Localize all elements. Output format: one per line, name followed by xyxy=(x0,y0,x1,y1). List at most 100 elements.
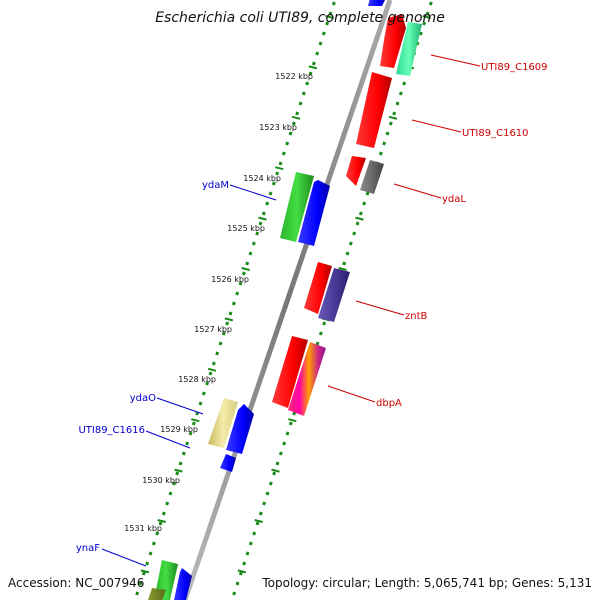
right-tick-track-dot xyxy=(268,481,273,486)
right-tick-track-dot xyxy=(245,551,250,556)
gene-feature-ydao[interactable] xyxy=(226,404,254,454)
gene-feature-uti89-c1609-red[interactable] xyxy=(380,14,406,68)
right-tick-track-dot xyxy=(345,251,350,256)
left-tick-track-dot xyxy=(251,241,256,246)
left-tick-track-dot xyxy=(141,571,146,576)
gene-label-ynaf[interactable]: ynaF xyxy=(76,543,100,554)
leader-line-uti89-c1609 xyxy=(430,54,481,67)
left-tick-track-dot xyxy=(291,121,296,126)
left-tick-track-dot xyxy=(268,191,273,196)
gene-feature-ydal[interactable] xyxy=(360,160,384,194)
leader-line-ydal xyxy=(393,183,442,199)
right-tick-track-dot xyxy=(232,591,237,596)
left-tick-track-dot xyxy=(281,151,286,156)
left-tick-track-dot xyxy=(325,21,330,26)
right-tick-track-dot xyxy=(278,451,283,456)
gene-label-uti89-c1610[interactable]: UTI89_C1610 xyxy=(462,128,529,139)
gene-feature-uti89-c1608[interactable] xyxy=(368,0,386,6)
right-tick-track-dot xyxy=(238,571,243,576)
scale-labels: 1522 kbp 1523 kbp 1524 kbp 1525 kbp 1526… xyxy=(124,72,313,533)
left-tick-track-dot xyxy=(221,331,226,336)
left-tick-track-dot xyxy=(255,231,260,236)
right-tick-track-dot xyxy=(358,211,363,216)
left-tick-track-dot xyxy=(295,111,300,116)
gene-feature-dbpa[interactable] xyxy=(288,342,326,416)
left-tick-track-dot xyxy=(171,481,176,486)
right-tick-track-dot xyxy=(418,31,423,36)
right-tick-track-major-tick xyxy=(338,267,347,271)
left-tick-track-major-tick xyxy=(207,367,217,372)
left-tick-track-dot xyxy=(228,311,233,316)
gene-feature-ydao-yellow[interactable] xyxy=(208,398,238,448)
right-tick-track-dot xyxy=(292,411,297,416)
gene-feature-ynaf[interactable] xyxy=(174,568,192,600)
left-tick-track-dot xyxy=(158,521,163,526)
gene-label-zntb[interactable]: zntB xyxy=(405,311,428,322)
leader-line-ynaf xyxy=(101,548,147,567)
gene-feature-ydam[interactable] xyxy=(298,180,330,246)
gene-feature-zntb-red[interactable] xyxy=(304,262,332,314)
gene-feature-ydam-green[interactable] xyxy=(280,172,314,242)
left-tick-track-dot xyxy=(175,471,180,476)
right-tick-track-dot xyxy=(348,241,353,246)
tick-tracks xyxy=(135,1,433,596)
gene-feature-uti89-c1610[interactable] xyxy=(356,72,392,148)
right-tick-track-dot xyxy=(248,541,253,546)
gene-feature-zntb[interactable] xyxy=(318,268,350,322)
gene-feature-dbpa-red[interactable] xyxy=(272,336,308,408)
right-tick-track-dot xyxy=(258,511,263,516)
left-tick-track-dot xyxy=(185,441,190,446)
gene-feature-ydal-red[interactable] xyxy=(346,156,366,186)
gene-label-ydam[interactable]: ydaM xyxy=(202,180,229,191)
left-tick-track-dot xyxy=(151,541,156,546)
right-tick-track-dot xyxy=(378,151,383,156)
left-tick-track-dot xyxy=(225,321,230,326)
left-tick-track-dot xyxy=(218,341,223,346)
left-tick-track-major-tick xyxy=(157,519,166,523)
left-tick-track-major-tick xyxy=(258,216,267,221)
right-tick-track-dot xyxy=(288,421,293,426)
left-tick-track-dot xyxy=(271,181,276,186)
left-tick-track-dot xyxy=(155,531,160,536)
leader-line-dbpa xyxy=(327,385,376,403)
right-tick-track-dot xyxy=(365,191,370,196)
scale-label-1526: 1526 kbp xyxy=(211,275,249,284)
left-tick-track-major-tick xyxy=(291,115,301,120)
right-tick-track-dot xyxy=(272,471,277,476)
scale-label-1530: 1530 kbp xyxy=(142,476,180,485)
right-tick-track-dot xyxy=(362,201,367,206)
left-tick-track-dot xyxy=(288,131,293,136)
left-tick-track-dot xyxy=(311,61,316,66)
gene-label-uti89-c1609[interactable]: UTI89_C1609 xyxy=(481,62,548,73)
gene-label-ydal[interactable]: ydaL xyxy=(442,194,466,205)
left-tick-track-dot xyxy=(238,281,243,286)
left-tick-track-dot xyxy=(138,581,143,586)
right-tick-track-dot xyxy=(315,341,320,346)
gene-feature-uti89-c1609[interactable] xyxy=(396,22,422,76)
left-tick-track-dot xyxy=(318,41,323,46)
right-tick-track-major-tick xyxy=(288,418,297,423)
left-tick-track-dot xyxy=(148,551,153,556)
topology-text: Topology: circular; Length: 5,065,741 bp… xyxy=(261,576,592,590)
gene-label-dbpa[interactable]: dbpA xyxy=(376,398,402,409)
left-tick-track-major-tick xyxy=(325,15,334,19)
leader-line-ydam xyxy=(229,184,277,201)
right-tick-track-dot xyxy=(262,501,267,506)
scale-label-1524: 1524 kbp xyxy=(243,174,281,183)
right-tick-track-dot xyxy=(282,441,287,446)
left-tick-track-dot xyxy=(165,501,170,506)
left-tick-track-dot xyxy=(168,491,173,496)
right-tick-track-dot xyxy=(382,141,387,146)
scale-label-1522: 1522 kbp xyxy=(275,72,313,81)
gene-feature-ynaf-olive[interactable] xyxy=(148,588,166,600)
right-tick-track-dot xyxy=(265,491,270,496)
gene-feature-uti89-c1616[interactable] xyxy=(220,454,236,472)
left-tick-track-dot xyxy=(235,291,240,296)
left-tick-track-major-tick xyxy=(224,317,234,322)
left-tick-track-dot xyxy=(328,11,333,16)
right-tick-track-dot xyxy=(425,11,430,16)
gene-label-uti89-c1616[interactable]: UTI89_C1616 xyxy=(78,425,145,436)
left-tick-track-dot xyxy=(331,1,336,6)
gene-label-ydao[interactable]: ydaO xyxy=(130,393,156,404)
right-tick-track-major-tick xyxy=(422,15,431,19)
